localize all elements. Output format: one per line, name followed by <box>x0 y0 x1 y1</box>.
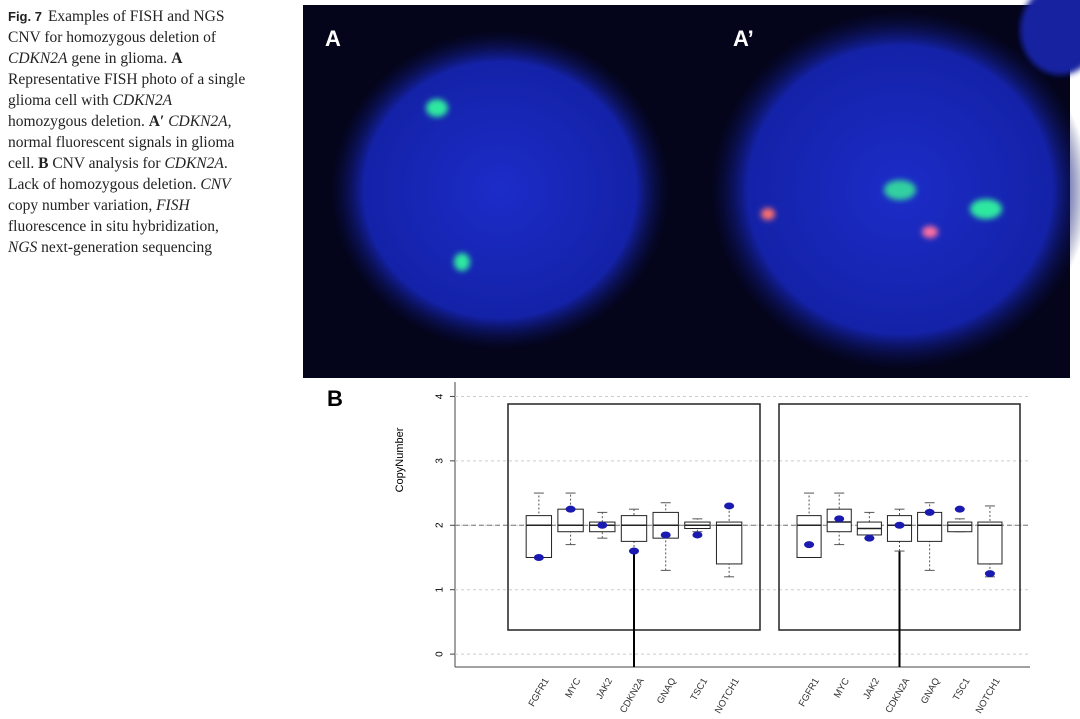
x-tick-label: NOTCH1 <box>713 676 742 715</box>
sample-point <box>597 521 608 529</box>
x-tick-label: TSC1 <box>689 676 711 703</box>
y-tick-label: 0 <box>435 651 446 657</box>
caption-text: next-generation sequencing <box>37 239 213 256</box>
box <box>977 521 1003 565</box>
fish-photo-a-prime <box>701 0 1080 378</box>
caption-text: , normal fluorescent signals in glioma c… <box>8 113 235 172</box>
y-tick-label: 2 <box>435 522 446 528</box>
panel-label: B <box>327 386 343 411</box>
sample-point <box>565 505 576 513</box>
panel-label: A’ <box>733 26 754 51</box>
y-axis-label: CopyNumber <box>394 427 406 492</box>
caption-italic: CDKN2A <box>164 155 224 172</box>
caption-text: fluorescence in situ hybridization, <box>8 218 219 235</box>
box <box>715 521 743 565</box>
caption-bold: B <box>38 155 49 172</box>
sample-point <box>984 570 995 578</box>
sample-point <box>724 502 735 510</box>
panel-label: A <box>325 26 341 51</box>
sample-point <box>804 541 815 549</box>
caption-bold: A <box>171 50 183 67</box>
x-tick-label: TSC1 <box>951 676 973 703</box>
fig-label: Fig. 7 <box>8 9 42 24</box>
fish-photo-a <box>303 5 701 378</box>
x-tick-label: GNAQ <box>919 676 943 706</box>
x-tick-label: JAK2 <box>594 676 615 701</box>
box <box>947 521 973 533</box>
sample-point <box>629 547 639 555</box>
caption-italic: CDKN2A <box>168 113 228 130</box>
caption-bold: A′ <box>148 113 165 130</box>
caption-text: CNV analysis for <box>48 155 165 172</box>
sample-point <box>692 531 703 539</box>
box <box>620 515 648 542</box>
y-tick-label: 1 <box>435 586 446 592</box>
caption-italic: NGS <box>8 239 38 256</box>
caption-text: Representative FISH photo of a single gl… <box>8 71 246 109</box>
caption-text: copy number variation, <box>8 197 157 214</box>
x-tick-label: FGFR1 <box>797 676 822 708</box>
caption-italic: CDKN2A <box>112 92 173 109</box>
sample-point <box>954 505 965 513</box>
caption-italic: CDKN2A <box>8 50 68 67</box>
sample-point <box>924 508 935 516</box>
caption-text: Examples of FISH and NGS CNV for homozyg… <box>8 8 225 46</box>
box <box>917 511 943 542</box>
caption-text: homozygous deletion. <box>8 113 149 130</box>
sample-point <box>864 534 875 542</box>
caption: Fig. 7 Examples of FISH and NGS CNV for h… <box>8 6 248 258</box>
box <box>796 515 822 558</box>
box <box>525 515 553 558</box>
x-tick-label: MYC <box>832 676 852 700</box>
x-tick-label: JAK2 <box>861 676 882 701</box>
caption-text: gene in glioma. <box>67 50 172 67</box>
caption-text: . Lack of homozygous deletion. <box>8 155 228 193</box>
x-tick-label: CDKN2A <box>618 676 647 715</box>
y-tick-label: 4 <box>435 393 446 399</box>
caption-italic: CNV <box>200 176 231 193</box>
sample-point <box>660 531 671 539</box>
caption-italic: FISH <box>156 197 190 214</box>
x-tick-label: FGFR1 <box>527 676 552 708</box>
sample-point <box>894 521 905 529</box>
sample-point <box>834 515 845 523</box>
x-tick-label: MYC <box>563 676 583 700</box>
x-tick-label: GNAQ <box>655 676 679 706</box>
x-tick-label: NOTCH1 <box>974 676 1003 715</box>
x-tick-label: CDKN2A <box>883 676 912 715</box>
sample-point <box>533 553 544 561</box>
y-tick-label: 3 <box>435 458 446 464</box>
